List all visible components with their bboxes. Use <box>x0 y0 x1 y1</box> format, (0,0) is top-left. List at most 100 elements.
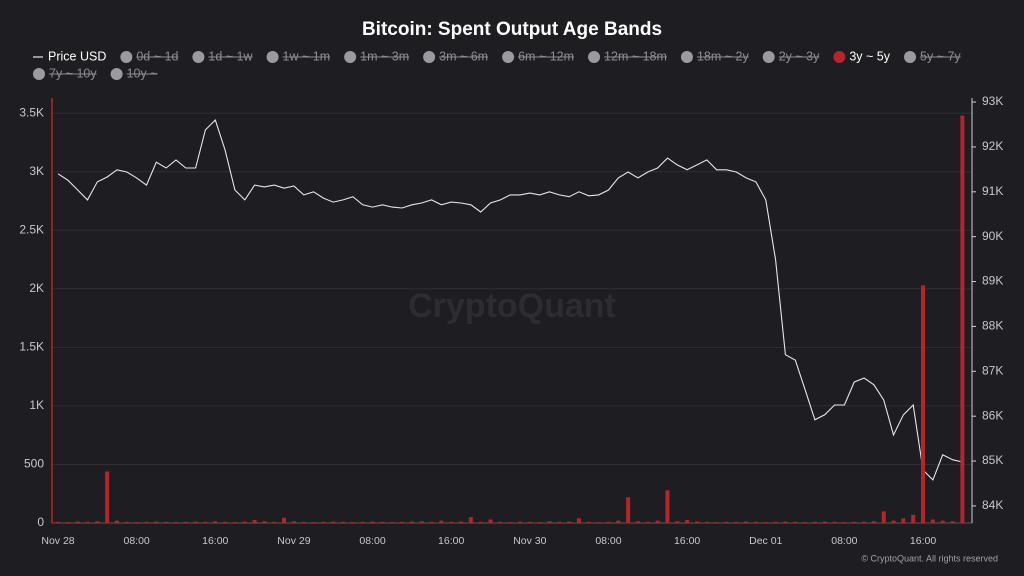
bar <box>350 522 355 523</box>
y2-tick-label: 87K <box>982 363 1003 377</box>
bar <box>685 520 690 523</box>
legend-item[interactable]: 2y ~ 3y <box>762 49 820 63</box>
bar <box>223 521 228 523</box>
legend-marker <box>33 68 45 80</box>
bar <box>390 522 395 523</box>
legend-marker <box>762 51 775 63</box>
legend-marker <box>344 51 357 63</box>
bar <box>164 521 169 523</box>
bar <box>812 521 817 523</box>
bar <box>724 521 729 523</box>
y-tick-label: 1.5K <box>19 340 44 354</box>
bar <box>714 522 719 523</box>
bar <box>173 522 178 523</box>
bar <box>341 521 346 523</box>
legend-item[interactable]: 1m ~ 3m <box>344 49 410 63</box>
legend-item[interactable]: Price USD <box>33 49 106 63</box>
legend-item[interactable]: 1d ~ 1w <box>192 49 254 63</box>
bar <box>901 518 906 523</box>
legend-label: 1m ~ 3m <box>360 49 409 63</box>
bar <box>596 522 601 523</box>
legend-item[interactable]: 3m ~ 6m <box>423 49 489 63</box>
bar <box>252 520 257 523</box>
legend-item[interactable]: 5y ~ 7y <box>904 49 961 63</box>
y2-tick-label: 90K <box>982 229 1003 243</box>
bar <box>763 522 768 523</box>
legend-label: 1d ~ 1w <box>208 49 253 63</box>
legend-item[interactable]: 18m ~ 2y <box>680 49 750 63</box>
x-tick-label: Nov 29 <box>277 535 310 547</box>
legend-label: 6m ~ 12m <box>518 49 574 63</box>
y-tick-label: 500 <box>24 457 44 471</box>
bar <box>508 522 513 523</box>
bar <box>144 521 149 523</box>
bar <box>960 115 965 523</box>
bar <box>694 521 699 523</box>
bar <box>871 521 876 523</box>
bar <box>449 521 454 523</box>
y2-tick-label: 85K <box>982 453 1003 467</box>
legend-label: 3y ~ 5y <box>849 49 890 63</box>
bar <box>124 521 129 523</box>
legend-item[interactable]: 1w ~ 1m <box>266 49 331 63</box>
bar <box>154 521 159 523</box>
footer: © CryptoQuant. All rights reserved <box>861 553 998 563</box>
bar <box>409 521 414 523</box>
bar <box>105 471 110 523</box>
bar <box>547 521 552 523</box>
legend-item[interactable]: 6m ~ 12m <box>502 49 575 63</box>
price-line <box>57 118 963 481</box>
bar <box>282 517 287 523</box>
y-tick-label: 1K <box>29 398 44 412</box>
legend-item[interactable]: 0d ~ 1d <box>120 49 178 63</box>
bar <box>576 518 581 523</box>
y-tick-label: 2K <box>29 281 44 295</box>
bar <box>803 522 808 523</box>
bar <box>822 521 827 523</box>
bar <box>311 522 316 523</box>
y-tick-label: 0 <box>37 515 44 529</box>
bar <box>527 521 532 523</box>
x-tick-label: Nov 28 <box>41 535 74 547</box>
bar <box>606 521 611 523</box>
legend-marker <box>423 51 436 63</box>
legend-label: 12m ~ 18m <box>604 49 667 63</box>
legend-label: 18m ~ 2y <box>697 49 750 63</box>
bar <box>85 521 90 523</box>
x-tick-label: 16:00 <box>202 535 228 547</box>
watermark: CryptoQuant <box>408 287 616 325</box>
bar <box>567 521 572 523</box>
y2-tick-label: 89K <box>982 274 1003 288</box>
bar <box>360 521 365 523</box>
bar <box>744 521 749 523</box>
legend-label: 3m ~ 6m <box>439 49 488 63</box>
bar <box>301 521 306 523</box>
legend-item[interactable]: 7y ~ 10y <box>33 66 97 80</box>
legend-marker <box>680 51 693 63</box>
bar <box>419 521 424 523</box>
y2-tick-label: 91K <box>982 184 1003 198</box>
legend-marker <box>192 51 205 63</box>
y-tick-label: 3K <box>29 164 44 178</box>
bar <box>459 521 464 523</box>
bar <box>842 522 847 523</box>
legend-item[interactable]: 12m ~ 18m <box>588 49 667 63</box>
legend-marker <box>110 68 123 80</box>
bar <box>911 514 916 523</box>
y-tick-label: 2.5K <box>19 222 44 236</box>
chart-title: Bitcoin: Spent Output Age Bands <box>362 19 662 40</box>
y2-tick-label: 84K <box>982 498 1003 512</box>
bar <box>134 522 139 523</box>
bar <box>616 520 621 523</box>
bar <box>242 521 247 523</box>
bar <box>753 521 758 523</box>
bar <box>439 520 444 523</box>
x-tick-label: 08:00 <box>359 535 385 547</box>
legend-label: Price USD <box>48 49 106 63</box>
legend-item[interactable]: 10y ~ <box>110 66 158 80</box>
x-tick-label: 08:00 <box>595 535 621 547</box>
legend-item[interactable]: 3y ~ 5y <box>833 49 891 63</box>
legend-marker <box>833 51 846 63</box>
